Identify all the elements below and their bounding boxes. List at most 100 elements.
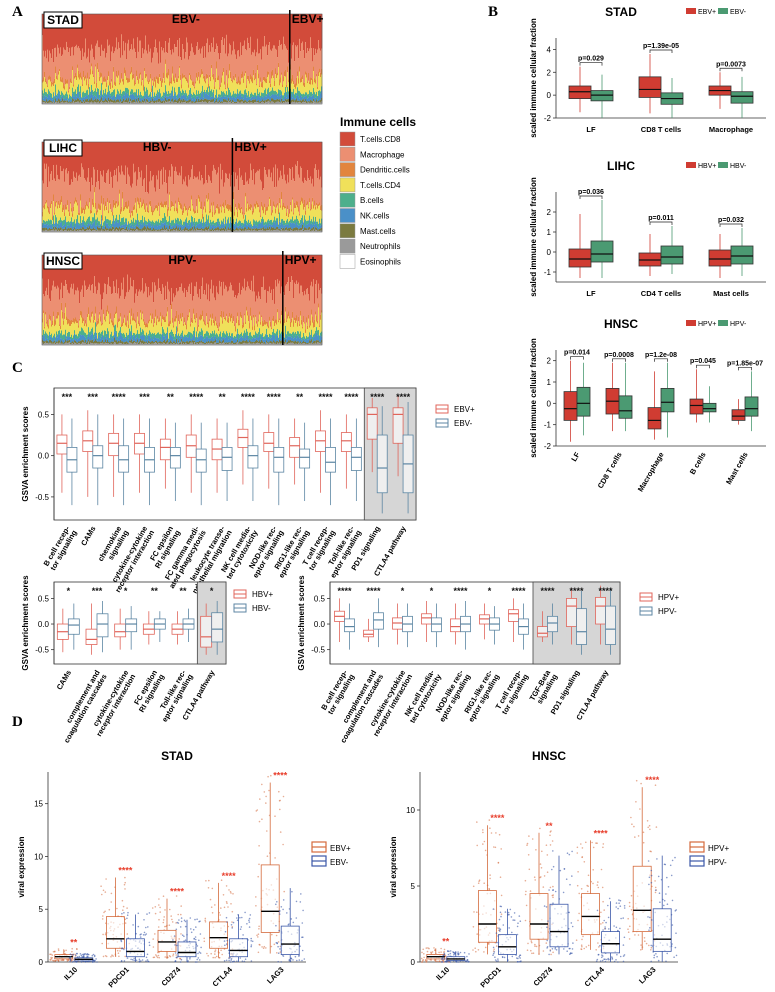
composition-segment	[253, 94, 255, 98]
composition-segment	[126, 77, 128, 81]
composition-segment	[53, 165, 55, 195]
composition-segment	[241, 222, 243, 227]
composition-segment	[57, 223, 59, 227]
composition-segment	[307, 101, 309, 103]
composition-segment	[232, 80, 234, 83]
composition-segment	[117, 230, 119, 232]
composition-segment	[138, 167, 140, 199]
composition-segment	[302, 94, 304, 99]
composition-segment	[242, 228, 244, 231]
composition-segment	[220, 163, 222, 205]
composition-segment	[182, 229, 184, 231]
composition-segment	[134, 95, 136, 100]
composition-segment	[169, 38, 171, 82]
composition-segment	[174, 44, 176, 80]
composition-segment	[306, 224, 308, 229]
composition-segment	[315, 14, 317, 49]
composition-segment	[77, 221, 79, 229]
composition-segment	[113, 215, 115, 219]
composition-segment	[320, 50, 322, 73]
composition-segment	[205, 14, 207, 58]
composition-segment	[171, 142, 173, 165]
composition-segment	[186, 217, 188, 223]
composition-segment	[300, 100, 302, 103]
composition-segment	[127, 100, 129, 103]
composition-segment	[265, 14, 267, 47]
composition-segment	[284, 14, 286, 45]
composition-segment	[43, 102, 45, 104]
composition-segment	[275, 94, 277, 100]
composition-segment	[210, 76, 212, 82]
composition-segment	[72, 182, 74, 214]
composition-segment	[262, 190, 264, 206]
composition-segment	[280, 170, 282, 206]
composition-segment	[117, 89, 119, 94]
composition-segment	[59, 14, 61, 54]
composition-segment	[216, 228, 218, 231]
composition-segment	[292, 222, 294, 230]
composition-segment	[102, 227, 104, 230]
composition-segment	[170, 224, 172, 230]
composition-segment	[160, 205, 162, 221]
composition-segment	[245, 215, 247, 222]
composition-segment	[259, 53, 261, 86]
composition-segment	[120, 101, 122, 104]
composition-segment	[275, 164, 277, 209]
composition-segment	[69, 222, 71, 226]
composition-segment	[256, 98, 258, 102]
composition-segment	[206, 102, 208, 104]
composition-segment	[53, 92, 55, 97]
composition-segment	[106, 206, 108, 211]
composition-segment	[198, 198, 200, 220]
composition-segment	[235, 172, 237, 204]
composition-segment	[86, 220, 88, 227]
composition-segment	[74, 219, 76, 224]
composition-segment	[143, 90, 145, 96]
composition-segment	[43, 206, 45, 208]
composition-segment	[164, 213, 166, 223]
composition-segment	[182, 100, 184, 103]
composition-segment	[204, 14, 206, 47]
composition-segment	[199, 171, 201, 197]
composition-segment	[140, 97, 142, 102]
composition-segment	[178, 78, 180, 87]
composition-segment	[243, 142, 245, 186]
composition-segment	[58, 230, 60, 232]
composition-segment	[210, 14, 212, 52]
composition-segment	[185, 210, 187, 220]
composition-segment	[201, 74, 203, 92]
composition-segment	[291, 228, 293, 231]
composition-segment	[212, 96, 214, 100]
composition-segment	[134, 204, 136, 210]
composition-segment	[272, 222, 274, 225]
composition-segment	[294, 101, 296, 104]
composition-segment	[80, 177, 82, 195]
composition-segment	[121, 228, 123, 231]
composition-segment	[190, 211, 192, 223]
composition-segment	[111, 142, 113, 177]
composition-segment	[155, 142, 157, 192]
composition-segment	[314, 100, 316, 102]
composition-segment	[202, 142, 204, 179]
composition-segment	[61, 14, 63, 57]
composition-segment	[56, 95, 58, 98]
composition-segment	[284, 230, 286, 232]
composition-segment	[130, 71, 132, 75]
composition-segment	[258, 207, 260, 222]
composition-segment	[316, 91, 318, 98]
composition-segment	[72, 14, 74, 47]
composition-segment	[109, 81, 111, 86]
composition-segment	[140, 142, 142, 178]
composition-segment	[265, 82, 267, 89]
composition-segment	[236, 58, 238, 82]
composition-segment	[132, 79, 134, 90]
composition-segment	[70, 184, 72, 202]
composition-segment	[255, 225, 257, 229]
composition-segment	[184, 225, 186, 229]
composition-segment	[177, 224, 179, 229]
composition-segment	[313, 101, 315, 104]
composition-segment	[312, 93, 314, 96]
composition-segment	[126, 98, 128, 103]
composition-segment	[96, 211, 98, 215]
composition-segment	[104, 205, 106, 211]
